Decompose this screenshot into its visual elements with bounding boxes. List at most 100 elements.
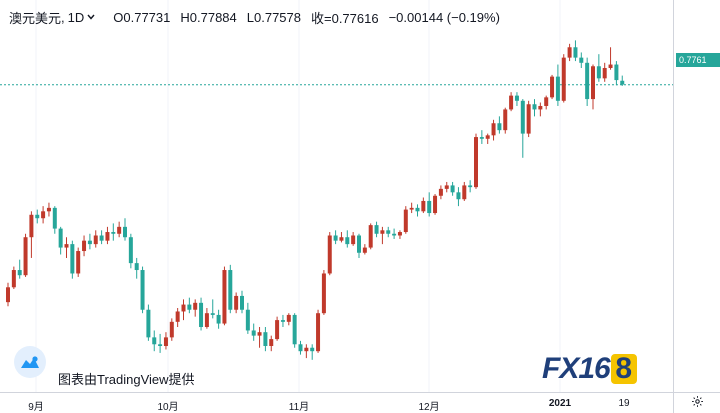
candle [280,314,285,328]
candle-body [415,207,420,212]
candle [368,223,373,250]
candle [532,99,537,117]
candle-body [128,237,133,264]
candle [427,192,432,217]
candle [105,226,110,245]
interval-label[interactable]: 1D [67,10,85,25]
candle-body [204,313,209,328]
candle [397,230,402,239]
candle [298,340,303,355]
candle-body [123,226,127,238]
candle [251,323,256,341]
candle-body [351,235,356,245]
time-tick-label: 12月 [418,402,440,413]
price-axis[interactable] [673,0,720,392]
candle-body [362,247,367,253]
attribution: 图表由TradingView提供 [14,346,195,387]
candle-body [374,225,379,234]
time-tick-label: 19 [618,398,630,409]
candle [263,327,268,352]
candle-body [82,240,87,252]
candle [52,206,57,234]
candle-body [585,62,590,100]
candle [152,330,157,352]
candle [491,119,496,141]
candle-body [257,332,262,336]
axis-corner [673,392,720,413]
candle [409,202,414,214]
candle-body [614,64,619,81]
candle [415,204,420,217]
candle-body [339,237,344,241]
candle-body [386,230,391,234]
candle [111,223,116,241]
candle-body [421,200,426,212]
chevron-down-icon[interactable] [87,12,95,23]
candle [585,57,590,106]
candle-body [216,314,221,324]
candle [140,266,145,314]
settings-gear-icon[interactable] [691,395,704,411]
candle-body [485,135,490,139]
candle [403,206,408,234]
candle [123,218,127,241]
candle-body [298,344,303,352]
candle-body [41,211,46,219]
tradingview-logo-icon[interactable] [14,346,46,378]
candle-body [596,66,601,79]
candle-body [93,235,98,245]
symbol-name[interactable]: 澳元美元 [9,11,62,26]
candle [468,180,473,193]
candle-body [46,207,51,212]
time-axis[interactable] [0,392,673,413]
candle [550,74,555,100]
candle-body [64,244,69,248]
candle-body [99,235,104,241]
candle-body [286,314,291,322]
candle [620,75,625,86]
candle-body [17,270,22,276]
candle-body [11,270,16,288]
candle-body [117,226,122,234]
candle [11,266,16,290]
candle-body [35,214,40,219]
candle-body [392,233,397,236]
candle [269,335,274,352]
chart-pane[interactable]: 澳元美元 , 1D O0.77731 H0.77884 L0.77578 收=0… [0,0,673,392]
low-value: L0.77578 [246,10,301,25]
candle-body [327,235,332,274]
candle [240,290,244,314]
candle-body [175,311,180,322]
candle [380,226,385,245]
candle-body [134,263,139,271]
open-value: O0.77731 [113,10,171,25]
candle [87,233,92,250]
candle [146,304,151,341]
candle-body [602,67,607,79]
candle [216,309,221,329]
candle-body [380,230,385,234]
candle-body [620,80,625,85]
candle [538,102,543,117]
candle-body [409,207,414,210]
candle-body [193,302,198,310]
candle [29,211,34,258]
candle-body [181,304,186,312]
candle [579,52,584,68]
attribution-text[interactable]: 图表由TradingView提供 [58,372,195,387]
candle [357,233,361,258]
candle-body [450,185,455,193]
candle-body [29,214,34,238]
candle-body [368,225,373,248]
candle [485,133,490,144]
candle [509,92,514,112]
change-value: −0.00144 (−0.19%) [388,10,500,25]
candle [64,237,69,258]
candle [292,313,297,348]
candle [345,230,350,248]
candle [117,221,122,238]
candle-body [263,332,268,347]
fx168-watermark: FX16 8 [542,352,637,386]
candlestick-chart[interactable] [0,0,673,392]
candle-body [462,185,467,200]
